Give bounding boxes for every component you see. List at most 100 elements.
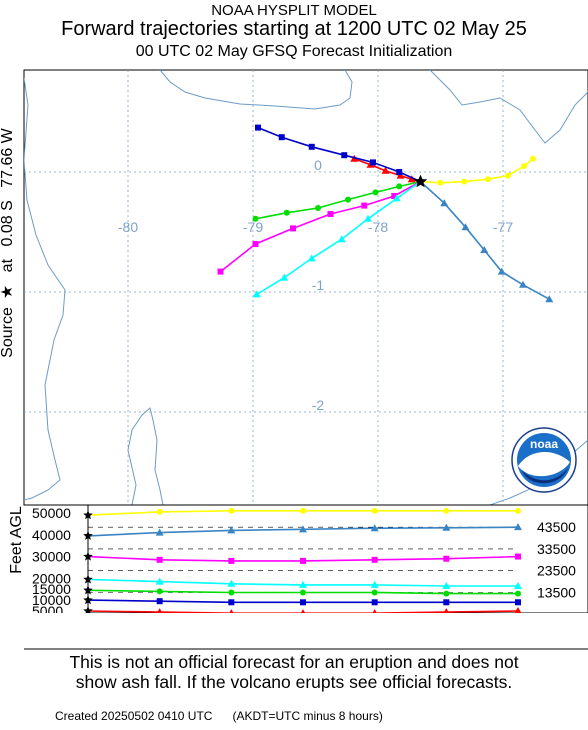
trajectory-point-blue [255,124,261,131]
disclaimer-line-1: This is not an official forecast for an … [69,652,519,672]
height-point-green [443,590,450,597]
trajectory-point-magenta [361,202,368,209]
trajectory-point-cyan [280,273,289,281]
height-point-cyan [299,580,307,588]
height-point-magenta [228,557,235,564]
trajectory-point-green [315,205,321,211]
height-point-magenta [300,557,306,564]
left-tick-label: 10000 [32,592,71,608]
height-point-blue [443,599,450,606]
trajectory-point-yellow [461,178,468,185]
height-start-star-icon [83,606,93,615]
trajectory-point-blue [341,152,348,159]
height-point-yellow [515,507,521,514]
height-point-cyan [227,579,236,587]
height-point-cyan [155,577,164,585]
right-tick-label: 43500 [537,519,576,535]
trajectory-point-yellow [505,172,511,179]
height-point-cyan [442,581,451,589]
trajectory-point-steelblue [480,246,489,253]
height-start-star-icon [83,510,93,520]
trajectory-point-steelblue [440,199,449,207]
lon-tick-label: -80 [118,219,138,235]
left-tick-label: 30000 [32,549,71,565]
height-start-star-icon [83,530,93,540]
subtitle: 00 UTC 02 May GFSQ Forecast Initializati… [135,43,453,60]
lat-tick-label: 0 [314,157,322,173]
trajectory-point-cyan [364,214,372,222]
trajectory-point-magenta [217,268,224,275]
height-point-cyan [514,581,522,589]
trajectory-point-cyan [252,290,261,298]
height-point-green [371,589,378,596]
height-start-star-icon [83,595,93,605]
trajectory-point-yellow [485,176,491,183]
trajectory-point-cyan [392,194,401,202]
lat-tick-label: -2 [312,397,325,413]
map-panel: -80 -79 -78 -77 0 -1 -2 noaa [23,69,588,506]
disclaimer: This is not an official forecast for an … [0,652,588,692]
height-point-blue [156,598,163,605]
height-point-steelblue [514,523,522,531]
trajectory-point-yellow [521,163,528,169]
source-star-icon [413,174,428,188]
height-point-green [228,589,235,596]
height-point-yellow [371,507,378,514]
height-point-blue [300,599,306,606]
model-title: NOAA HYSPLIT MODEL [211,2,377,19]
noaa-logo: noaa [511,427,577,493]
height-point-yellow [156,508,163,515]
height-start-star-icon [83,551,93,561]
left-tick-label: 50000 [32,505,71,521]
trajectory-point-magenta [327,211,334,217]
height-point-steelblue [370,524,379,532]
created-timestamp: Created 20250502 0410 UTC [55,709,213,723]
height-point-steelblue [227,526,236,534]
trajectories [217,124,554,303]
height-point-magenta [443,555,450,562]
trajectory-point-green [283,209,290,216]
height-point-steelblue [299,525,307,533]
left-tick-label: 15000 [32,581,71,597]
trajectory-point-magenta [290,225,296,232]
trajectory-point-red [407,175,416,183]
right-tick-label: 33500 [537,541,576,557]
lon-tick-label: -77 [493,219,513,235]
noaa-logo-text: noaa [530,437,558,451]
trajectory-point-green [372,189,379,196]
trajectory-point-blue [308,143,315,150]
trajectory-point-steelblue [519,280,527,288]
trajectory-point-blue [396,169,403,175]
map-grid: -80 -79 -78 -77 0 -1 -2 [24,70,588,505]
trajectory-point-magenta [391,193,398,199]
height-point-magenta [156,556,163,563]
trajectory-point-blue [278,134,285,141]
trajectory-point-green [396,183,403,190]
lon-tick-label: -78 [368,219,388,235]
trajectory-point-yellow [437,179,444,186]
trajectory-point-red [381,166,390,174]
height-point-magenta [515,553,521,560]
trajectory-point-red [396,171,405,179]
trajectory-point-cyan [307,254,316,262]
height-point-red [514,607,522,614]
lat-tick-label: -1 [312,277,325,293]
trajectory-point-magenta [252,241,259,247]
lon-tick-label: -79 [243,219,263,235]
disclaimer-line-2: show ash fall. If the volcano erupts see… [75,672,513,692]
footer: Created 20250502 0410 UTC (AKDT=UTC minus… [55,709,403,723]
height-series [83,507,522,617]
height-point-blue [371,599,378,606]
height-point-blue [228,599,235,606]
height-point-yellow [228,507,235,514]
height-point-cyan [370,580,379,588]
trajectory-point-steelblue [461,223,470,231]
height-point-blue [515,599,521,606]
trajectory-point-green [252,215,259,222]
height-start-star-icon [83,585,93,595]
trajectory-point-green [345,196,351,203]
right-tick-label: 13500 [537,584,576,600]
trajectory-point-steelblue [545,295,554,303]
height-point-magenta [371,556,378,563]
